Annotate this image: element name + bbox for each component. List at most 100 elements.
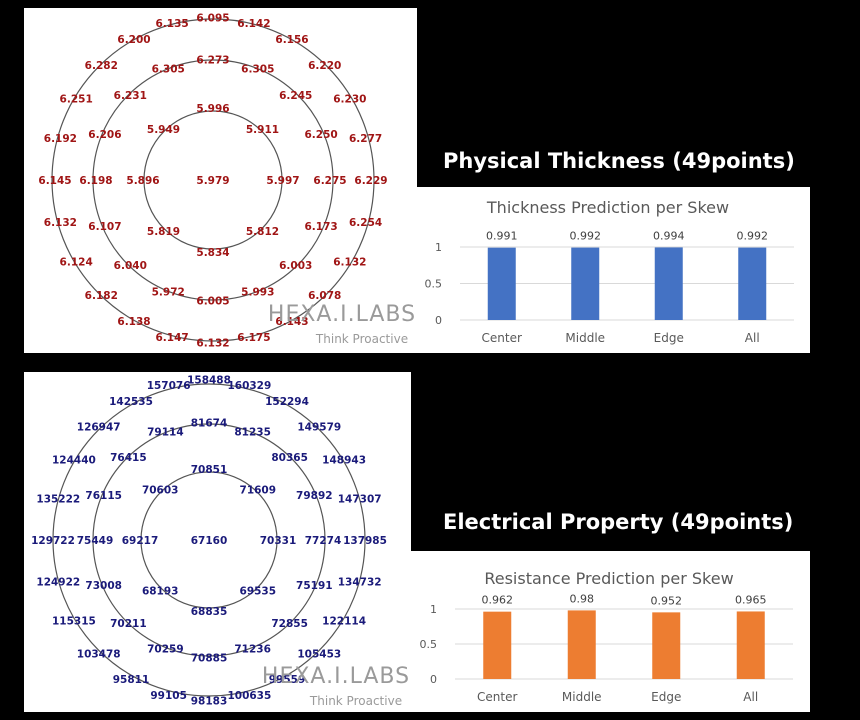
- wafer-point-outer: 99559: [269, 674, 306, 686]
- y-tick-label: 1: [430, 603, 437, 616]
- category-label: Middle: [565, 331, 605, 345]
- wafer-point-outer: 6.132: [44, 217, 77, 229]
- wafer-point-middle: 70885: [191, 652, 228, 664]
- wafer-ring-2: [92, 423, 326, 657]
- wafer-point-center: 5.979: [196, 175, 229, 187]
- wafer-point-inner: 5.911: [246, 124, 279, 136]
- wafer-point-outer: 6.142: [237, 18, 270, 30]
- wafer-point-outer: 6.147: [155, 332, 188, 344]
- wafer-point-middle: 77274: [305, 535, 342, 547]
- wafer-point-middle: 5.972: [152, 286, 185, 298]
- resistance-chart-svg: Resistance Prediction per Skew 0 0.5 1 0.962…: [420, 569, 793, 704]
- wafer-point-middle: 6.005: [196, 296, 229, 308]
- wafer-point-middle: 6.250: [304, 129, 337, 141]
- wafer-point-outer: 6.175: [237, 332, 270, 344]
- electrical-section-title: Electrical Property (49points): [443, 510, 794, 534]
- wafer-point-inner: 70603: [142, 485, 179, 497]
- wafer-point-outer: 147307: [338, 493, 382, 505]
- wafer-point-middle: 70259: [147, 643, 184, 655]
- wafer-ring-3: [52, 383, 366, 697]
- wafer-point-outer: 124440: [52, 455, 96, 467]
- wafer-point-inner: 5.812: [246, 226, 279, 238]
- wafer-point-middle: 6.198: [79, 175, 112, 187]
- wafer-point-outer: 98183: [191, 696, 228, 708]
- bar-edge: [654, 247, 683, 320]
- bar-middle: [567, 610, 596, 679]
- data-label: 0.994: [653, 229, 685, 242]
- wafer-point-outer: 6.230: [333, 94, 366, 106]
- wafer-point-outer: 149579: [297, 421, 341, 433]
- wafer-point-outer: 6.229: [354, 175, 387, 187]
- wafer-point-middle: 76115: [85, 490, 122, 502]
- y-tick-label: 0: [430, 673, 437, 686]
- wafer-point-middle: 6.040: [114, 260, 147, 272]
- wafer-ring-1: [143, 110, 283, 250]
- bar-center: [483, 611, 512, 679]
- wafer-point-outer: 105453: [297, 649, 341, 661]
- wafer-point-inner: 68193: [142, 585, 179, 597]
- wafer-point-outer: 129722: [31, 535, 75, 547]
- data-label: 0.952: [651, 594, 683, 607]
- wafer-point-middle: 81674: [191, 418, 228, 430]
- chart-title: Thickness Prediction per Skew: [486, 198, 729, 217]
- wafer-point-outer: 6.192: [44, 133, 77, 145]
- wafer-point-middle: 6.003: [279, 260, 312, 272]
- category-label: Middle: [562, 690, 602, 704]
- wafer-point-outer: 142535: [109, 396, 153, 408]
- wafer-point-outer: 6.182: [85, 290, 118, 302]
- wafer-point-outer: 152294: [265, 396, 309, 408]
- wafer-ring-2: [92, 59, 334, 301]
- wafer-point-outer: 6.138: [117, 316, 150, 328]
- wafer-ring-1: [140, 471, 278, 609]
- wafer-point-middle: 75191: [296, 580, 333, 592]
- wafer-point-inner: 5.896: [126, 175, 159, 187]
- wafer-point-outer: 137985: [343, 535, 387, 547]
- wafer-point-inner: 70331: [260, 535, 297, 547]
- data-label: 0.991: [486, 230, 518, 243]
- wafer-point-outer: 99105: [150, 690, 187, 702]
- wafer-point-outer: 124922: [36, 577, 80, 589]
- wafer-point-inner: 5.819: [147, 226, 180, 238]
- category-label: Center: [482, 331, 522, 345]
- wafer-point-inner: 5.834: [196, 247, 229, 259]
- category-label: Edge: [651, 690, 681, 704]
- bar-center: [487, 247, 516, 320]
- category-label: All: [743, 690, 758, 704]
- y-tick-label: 0: [435, 314, 442, 327]
- data-label: 0.992: [737, 230, 769, 243]
- wafer-point-outer: 6.156: [275, 34, 308, 46]
- hexa-logo-icon: HEXA.I.LABS: [262, 664, 410, 689]
- wafer-point-middle: 73008: [85, 580, 122, 592]
- wafer-point-middle: 6.173: [304, 221, 337, 233]
- data-label: 0.965: [735, 593, 767, 606]
- bar-all: [736, 611, 765, 679]
- bar-middle: [571, 247, 600, 320]
- y-tick-label: 1: [435, 241, 442, 254]
- wafer-point-middle: 6.206: [88, 129, 121, 141]
- thickness-wafer-map: 5.979 5.996 5.911 5.997 5.812 5.834 5.819 5.896…: [24, 8, 417, 353]
- bar-all: [738, 247, 767, 320]
- chart-title: Resistance Prediction per Skew: [484, 569, 733, 588]
- thickness-wafer-svg: 5.979 5.996 5.911 5.997 5.812 5.834 5.819 5.896…: [38, 12, 415, 349]
- wafer-point-middle: 71236: [234, 643, 271, 655]
- wafer-point-center: 67160: [191, 535, 228, 547]
- wafer-point-outer: 126947: [77, 421, 121, 433]
- wafer-point-outer: 160329: [227, 380, 271, 392]
- wafer-point-inner: 5.996: [196, 103, 229, 115]
- y-tick-label: 0.5: [425, 278, 443, 291]
- bar-edge: [652, 612, 681, 679]
- logo-tagline: Think Proactive: [309, 694, 402, 708]
- resistance-bar-chart: Resistance Prediction per Skew 0 0.5 1 0.962…: [411, 551, 810, 712]
- wafer-point-outer: 6.143: [275, 316, 308, 328]
- wafer-point-outer: 122114: [322, 615, 366, 627]
- y-tick-label: 0.5: [420, 638, 438, 651]
- resistance-wafer-svg: 67160 70851 71609 70331 69535 68835 68193 69217…: [31, 374, 410, 708]
- wafer-point-outer: 6.078: [308, 290, 341, 302]
- wafer-point-inner: 68835: [191, 606, 228, 618]
- wafer-point-outer: 6.277: [349, 133, 382, 145]
- wafer-point-middle: 6.275: [313, 175, 346, 187]
- wafer-point-inner: 70851: [191, 464, 228, 476]
- data-label: 0.992: [570, 230, 602, 243]
- category-label: Center: [477, 690, 517, 704]
- wafer-point-outer: 6.282: [85, 60, 118, 72]
